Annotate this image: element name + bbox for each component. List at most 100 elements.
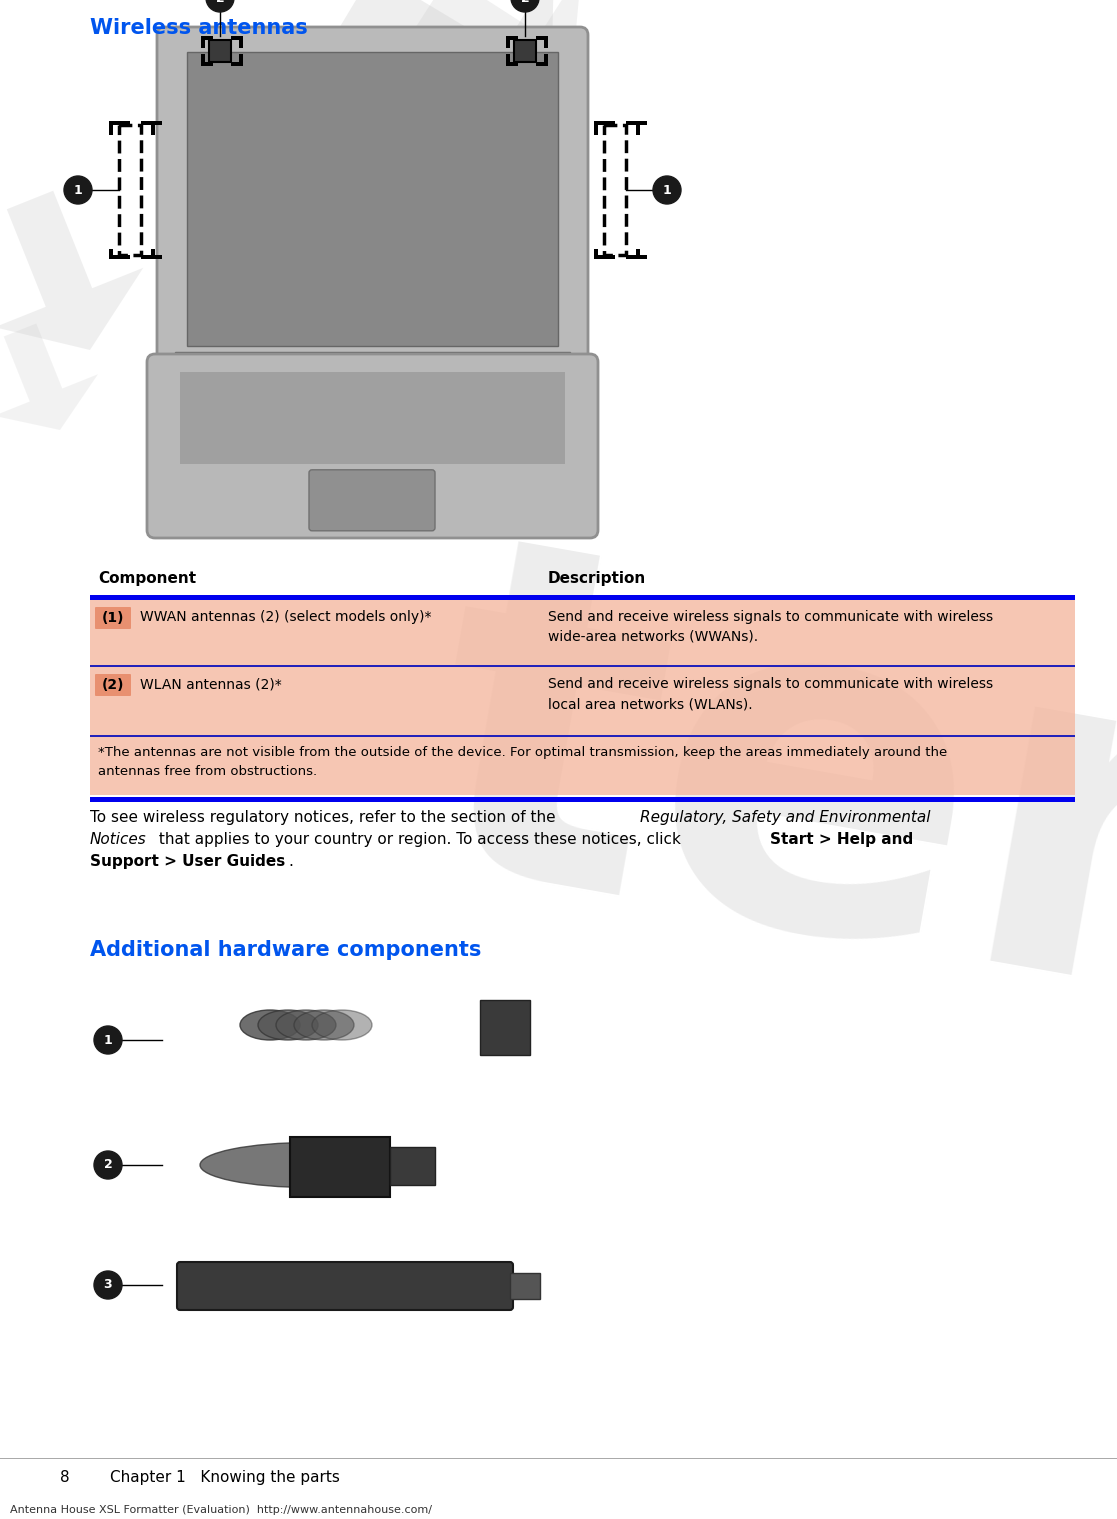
Text: that applies to your country or region. To access these notices, click: that applies to your country or region. … xyxy=(154,832,686,848)
Polygon shape xyxy=(327,0,554,211)
Text: 1: 1 xyxy=(104,1033,113,1047)
Bar xyxy=(109,249,113,260)
Bar xyxy=(626,255,647,260)
Circle shape xyxy=(94,1025,122,1054)
Circle shape xyxy=(64,176,92,204)
Bar xyxy=(506,55,510,62)
Text: Additional hardware components: Additional hardware components xyxy=(90,940,481,960)
Bar xyxy=(201,62,213,65)
Bar xyxy=(90,595,1075,600)
FancyBboxPatch shape xyxy=(95,674,131,696)
Bar xyxy=(90,737,1075,794)
FancyBboxPatch shape xyxy=(309,469,435,530)
Text: 2: 2 xyxy=(104,1159,113,1171)
Bar xyxy=(636,249,640,260)
FancyBboxPatch shape xyxy=(157,27,588,363)
Bar xyxy=(90,665,1075,667)
Text: WWAN antennas (2) (select models only)*: WWAN antennas (2) (select models only)* xyxy=(140,611,431,624)
Text: (2): (2) xyxy=(102,677,124,693)
Bar xyxy=(239,55,244,62)
Polygon shape xyxy=(0,191,143,349)
Bar xyxy=(594,122,615,125)
Bar xyxy=(209,39,231,62)
Text: antennas free from obstructions.: antennas free from obstructions. xyxy=(98,766,317,778)
Text: 1: 1 xyxy=(74,184,83,196)
Bar xyxy=(120,125,141,255)
Bar xyxy=(544,55,548,62)
Bar xyxy=(90,600,1075,665)
Bar xyxy=(506,36,510,49)
Ellipse shape xyxy=(258,1010,318,1041)
Bar xyxy=(231,62,244,65)
Bar xyxy=(604,125,626,255)
Circle shape xyxy=(206,0,233,12)
Bar xyxy=(506,62,518,65)
Bar xyxy=(151,249,155,260)
Bar xyxy=(141,255,162,260)
Text: Wireless antennas: Wireless antennas xyxy=(90,18,308,38)
Text: 2: 2 xyxy=(216,0,225,5)
Text: *The antennas are not visible from the outside of the device. For optimal transm: *The antennas are not visible from the o… xyxy=(98,746,947,760)
Text: 3: 3 xyxy=(104,1279,113,1291)
Ellipse shape xyxy=(200,1142,420,1188)
FancyBboxPatch shape xyxy=(147,354,598,538)
Bar xyxy=(510,1273,540,1299)
Text: WLAN antennas (2)*: WLAN antennas (2)* xyxy=(140,677,281,691)
Text: Antenna House XSL Formatter (Evaluation)  http://www.antennahouse.com/: Antenna House XSL Formatter (Evaluation)… xyxy=(10,1505,432,1514)
Bar xyxy=(231,36,244,39)
Text: 2: 2 xyxy=(521,0,529,5)
Bar xyxy=(90,735,1075,737)
Text: (1): (1) xyxy=(102,611,124,624)
Bar xyxy=(187,52,558,346)
Circle shape xyxy=(510,0,540,12)
Bar xyxy=(109,122,130,125)
Circle shape xyxy=(94,1151,122,1179)
Bar xyxy=(514,39,536,62)
Text: Start > Help and: Start > Help and xyxy=(770,832,914,848)
Bar xyxy=(201,36,206,49)
FancyBboxPatch shape xyxy=(176,1262,513,1309)
Bar xyxy=(506,36,518,39)
Bar xyxy=(90,797,1075,802)
Polygon shape xyxy=(0,324,98,430)
Text: 1: 1 xyxy=(662,184,671,196)
Bar xyxy=(175,352,570,362)
Bar xyxy=(151,122,155,135)
Text: Component: Component xyxy=(98,571,197,586)
Bar xyxy=(594,122,598,135)
Bar xyxy=(201,55,206,62)
Polygon shape xyxy=(411,0,582,158)
Text: Chapter 1   Knowing the parts: Chapter 1 Knowing the parts xyxy=(109,1470,340,1486)
Bar xyxy=(109,122,113,135)
Bar xyxy=(594,255,615,260)
Text: wide-area networks (WWANs).: wide-area networks (WWANs). xyxy=(548,630,758,644)
Bar xyxy=(290,1138,390,1197)
Bar xyxy=(636,122,640,135)
Text: Send and receive wireless signals to communicate with wireless: Send and receive wireless signals to com… xyxy=(548,611,993,624)
Circle shape xyxy=(94,1271,122,1299)
Bar xyxy=(594,249,598,260)
Ellipse shape xyxy=(276,1010,336,1041)
Text: Regulatory, Safety and Environmental: Regulatory, Safety and Environmental xyxy=(640,810,930,825)
FancyBboxPatch shape xyxy=(95,608,131,629)
Bar xyxy=(180,372,565,465)
Text: Send and receive wireless signals to communicate with wireless: Send and receive wireless signals to com… xyxy=(548,677,993,691)
Bar xyxy=(390,1147,435,1185)
Bar xyxy=(536,62,548,65)
Text: ter: ter xyxy=(397,507,1117,1092)
Bar xyxy=(109,255,130,260)
Text: 8: 8 xyxy=(60,1470,69,1486)
Bar xyxy=(90,667,1075,735)
Bar xyxy=(480,1000,529,1056)
Ellipse shape xyxy=(312,1010,372,1041)
Circle shape xyxy=(653,176,681,204)
Bar xyxy=(544,36,548,49)
Text: Notices: Notices xyxy=(90,832,146,848)
Bar xyxy=(536,36,548,39)
Text: local area networks (WLANs).: local area networks (WLANs). xyxy=(548,697,753,711)
Text: To see wireless regulatory notices, refer to the section of the: To see wireless regulatory notices, refe… xyxy=(90,810,561,825)
Text: Description: Description xyxy=(548,571,647,586)
Text: Support > User Guides: Support > User Guides xyxy=(90,854,285,869)
Ellipse shape xyxy=(294,1010,354,1041)
Ellipse shape xyxy=(240,1010,300,1041)
